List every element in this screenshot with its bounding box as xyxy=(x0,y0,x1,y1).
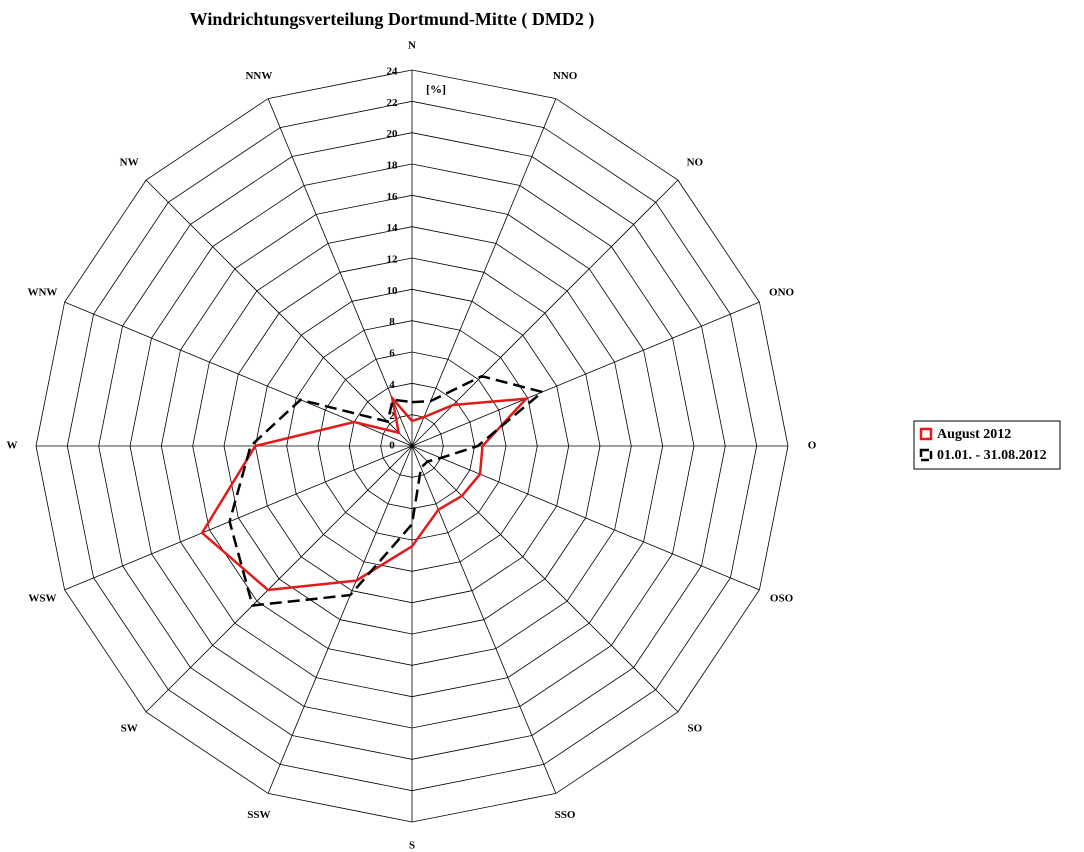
direction-label: SO xyxy=(687,722,702,734)
direction-label: O xyxy=(808,440,817,452)
direction-label: N xyxy=(408,40,416,52)
legend-label: August 2012 xyxy=(937,427,1011,442)
y-tick-label: 6 xyxy=(389,348,395,360)
spoke xyxy=(267,98,413,447)
direction-label: SSW xyxy=(247,809,270,821)
y-tick-label: 8 xyxy=(389,316,395,328)
spoke xyxy=(411,445,760,591)
y-tick-label: 2 xyxy=(389,410,395,422)
spoke xyxy=(411,445,679,713)
direction-label: OSO xyxy=(770,593,794,605)
y-tick-label: 20 xyxy=(387,128,399,140)
direction-label: NO xyxy=(687,157,704,169)
direction-label: SSO xyxy=(555,809,576,821)
y-tick-label: 4 xyxy=(389,379,395,391)
y-tick-label: 12 xyxy=(387,254,399,266)
direction-label: ONO xyxy=(769,286,795,298)
legend: August 2012 01.01. - 31.08.2012 xyxy=(913,420,1061,470)
y-tick-label: 18 xyxy=(387,160,399,172)
direction-label: W xyxy=(7,440,18,452)
direction-label: SW xyxy=(121,722,138,734)
direction-label: WNW xyxy=(27,286,57,298)
legend-swatch xyxy=(919,448,933,462)
legend-box xyxy=(913,420,1061,470)
y-tick-label: 22 xyxy=(387,97,399,109)
unit-label: [%] xyxy=(426,82,446,96)
y-tick-label: 16 xyxy=(387,191,399,203)
spoke xyxy=(411,179,679,447)
spoke xyxy=(411,98,557,447)
spoke xyxy=(145,179,413,447)
spoke xyxy=(145,445,413,713)
legend-label: 01.01. - 31.08.2012 xyxy=(937,448,1047,463)
legend-swatch xyxy=(919,427,933,441)
spoke xyxy=(411,301,760,447)
spoke xyxy=(267,445,413,794)
series-line xyxy=(200,393,530,592)
direction-label: NNW xyxy=(245,70,272,82)
series-line xyxy=(228,374,545,607)
y-tick-label: 0 xyxy=(389,440,395,452)
y-tick-label: 14 xyxy=(387,222,399,234)
direction-label: S xyxy=(409,840,415,852)
direction-label: NNO xyxy=(553,70,578,82)
chart-title: Windrichtungsverteilung Dortmund-Mitte (… xyxy=(190,9,595,30)
y-tick-label: 24 xyxy=(387,66,399,78)
direction-label: NW xyxy=(120,157,139,169)
direction-label: WSW xyxy=(28,593,56,605)
spoke xyxy=(411,445,557,794)
y-tick-label: 10 xyxy=(387,285,399,297)
spoke xyxy=(64,445,413,591)
